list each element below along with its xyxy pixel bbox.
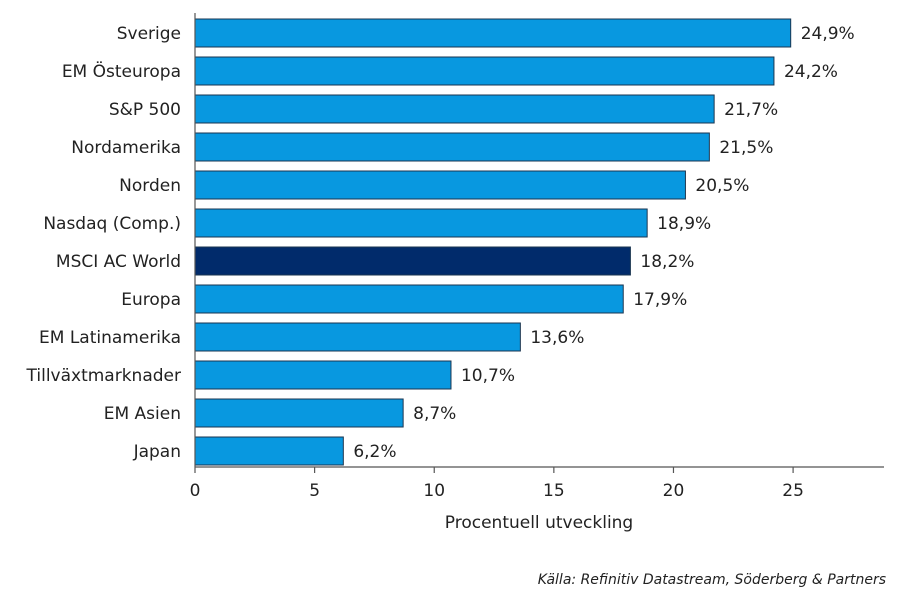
bars-group	[194, 18, 792, 466]
value-label: 21,5%	[719, 138, 773, 158]
category-label: Nasdaq (Comp.)	[43, 214, 181, 234]
category-label: Sverige	[117, 24, 181, 44]
x-tick-label: 0	[190, 481, 201, 501]
x-tick-label: 25	[782, 481, 804, 501]
value-label: 13,6%	[530, 328, 584, 348]
x-tick-label: 5	[309, 481, 320, 501]
category-label: Europa	[121, 290, 181, 310]
bar	[194, 94, 715, 124]
value-label: 18,9%	[657, 214, 711, 234]
value-label: 10,7%	[461, 366, 515, 386]
bar	[194, 170, 686, 200]
value-label: 6,2%	[353, 442, 396, 462]
category-labels: Sverige EM Östeuropa S&P 500 Nordamerika Nor…	[26, 24, 181, 462]
value-label: 24,2%	[784, 62, 838, 82]
category-label: S&P 500	[109, 100, 181, 120]
value-label: 17,9%	[633, 290, 687, 310]
category-label: Tillväxtmarknader	[26, 366, 181, 386]
x-axis-ticks: 0 5 10 15 20 25	[190, 467, 804, 501]
bar	[194, 56, 775, 86]
category-label: EM Latinamerika	[39, 328, 181, 348]
value-label: 18,2%	[640, 252, 694, 272]
value-labels: 24,9% 24,2% 21,7% 21,5% 20,5% 18,9% 18,2% 17,9%…	[353, 24, 854, 462]
bar	[194, 246, 631, 276]
value-label: 20,5%	[695, 176, 749, 196]
x-tick-label: 20	[663, 481, 685, 501]
x-tick-label: 10	[423, 481, 445, 501]
category-label: EM Östeuropa	[62, 60, 181, 82]
category-label: MSCI AC World	[56, 252, 181, 272]
source-note: Källa: Refinitiv Datastream, Söderberg &…	[537, 572, 886, 588]
bar	[194, 284, 624, 314]
x-axis-title: Procentuell utveckling	[445, 513, 633, 533]
value-label: 24,9%	[801, 24, 855, 44]
bar	[194, 436, 344, 466]
value-label: 8,7%	[413, 404, 456, 424]
category-label: Norden	[119, 176, 181, 196]
category-label: EM Asien	[104, 404, 181, 424]
bar	[194, 132, 710, 162]
bar	[194, 360, 452, 390]
bar	[194, 208, 648, 238]
bar	[194, 18, 792, 48]
x-tick-label: 15	[543, 481, 565, 501]
bar	[194, 322, 521, 352]
category-label: Nordamerika	[71, 138, 181, 158]
value-label: 21,7%	[724, 100, 778, 120]
category-label: Japan	[133, 442, 181, 462]
bar	[194, 398, 404, 428]
